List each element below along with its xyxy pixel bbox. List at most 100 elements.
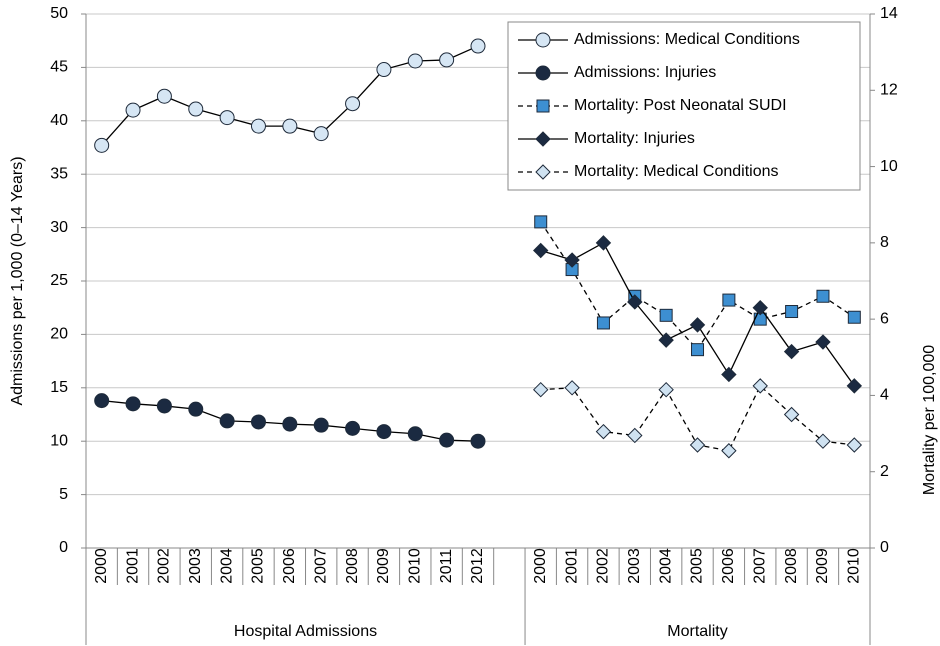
marker bbox=[595, 235, 612, 251]
marker bbox=[595, 423, 612, 440]
y-tick-label: 45 bbox=[50, 59, 68, 76]
marker bbox=[564, 252, 580, 268]
marker bbox=[721, 443, 737, 459]
y2-tick-label: 10 bbox=[880, 158, 898, 175]
y2-tick-label: 4 bbox=[880, 387, 889, 404]
x-tick-label: 2006 bbox=[720, 548, 737, 584]
y-tick-label: 5 bbox=[59, 486, 68, 503]
y2-tick-label: 0 bbox=[880, 539, 889, 556]
marker bbox=[345, 420, 361, 436]
x-tick-label: 2001 bbox=[124, 548, 141, 584]
x-tick-label: 2007 bbox=[312, 548, 329, 584]
marker bbox=[250, 414, 266, 430]
x-tick-label: 2012 bbox=[469, 548, 486, 584]
y2-tick-label: 2 bbox=[880, 463, 889, 480]
marker bbox=[533, 381, 549, 398]
marker bbox=[536, 99, 550, 113]
marker bbox=[156, 88, 172, 104]
marker bbox=[535, 65, 551, 81]
x-tick-label: 2001 bbox=[563, 548, 580, 584]
marker bbox=[627, 427, 643, 444]
marker bbox=[125, 102, 141, 118]
marker bbox=[94, 393, 110, 409]
marker bbox=[439, 52, 455, 68]
marker bbox=[535, 32, 551, 48]
x-tick-label: 2004 bbox=[657, 548, 674, 584]
group-label: Hospital Admissions bbox=[234, 623, 377, 640]
y2-tick-label: 12 bbox=[880, 82, 898, 99]
x-tick-label: 2010 bbox=[846, 548, 863, 584]
marker bbox=[535, 131, 551, 147]
marker bbox=[313, 417, 329, 433]
x-tick-label: 2002 bbox=[595, 548, 612, 584]
x-tick-label: 2009 bbox=[375, 548, 392, 584]
marker bbox=[407, 53, 423, 69]
marker bbox=[407, 426, 423, 442]
marker bbox=[564, 380, 580, 396]
marker bbox=[282, 416, 298, 432]
x-tick-label: 2005 bbox=[689, 548, 706, 584]
marker bbox=[94, 137, 110, 153]
y-tick-label: 0 bbox=[59, 539, 68, 556]
marker bbox=[785, 305, 799, 319]
x-tick-label: 2010 bbox=[406, 548, 423, 584]
marker bbox=[439, 432, 455, 448]
marker bbox=[815, 433, 831, 449]
marker bbox=[783, 343, 800, 360]
y-tick-label: 10 bbox=[50, 432, 68, 449]
y-tick-label: 35 bbox=[50, 165, 68, 182]
marker bbox=[627, 294, 643, 310]
y-tick-label: 30 bbox=[50, 219, 68, 236]
y-axis-title: Admissions per 1,000 (0–14 Years) bbox=[9, 156, 26, 405]
series-line bbox=[540, 241, 855, 387]
marker bbox=[156, 398, 172, 414]
x-tick-label: 2002 bbox=[156, 548, 173, 584]
y-tick-label: 50 bbox=[50, 5, 68, 22]
x-tick-label: 2003 bbox=[187, 548, 204, 584]
marker bbox=[691, 343, 705, 357]
y-tick-label: 25 bbox=[50, 272, 68, 289]
marker bbox=[846, 378, 863, 394]
x-tick-label: 2007 bbox=[751, 548, 768, 584]
marker bbox=[376, 424, 392, 440]
marker bbox=[470, 38, 486, 54]
y-tick-label: 40 bbox=[50, 112, 68, 129]
marker bbox=[816, 289, 830, 303]
marker bbox=[282, 118, 298, 134]
marker bbox=[721, 366, 737, 383]
marker bbox=[188, 401, 204, 417]
marker bbox=[596, 316, 610, 330]
x-tick-label: 2000 bbox=[93, 548, 110, 584]
x-tick-label: 2009 bbox=[814, 548, 831, 584]
marker bbox=[250, 118, 266, 134]
x-tick-label: 2008 bbox=[783, 548, 800, 584]
marker bbox=[345, 96, 361, 112]
x-tick-label: 2006 bbox=[281, 548, 298, 584]
y2-tick-label: 14 bbox=[880, 5, 898, 22]
marker bbox=[219, 413, 235, 429]
marker bbox=[313, 126, 329, 142]
y-tick-label: 20 bbox=[50, 326, 68, 343]
marker bbox=[534, 215, 548, 229]
marker bbox=[658, 381, 674, 398]
marker bbox=[815, 334, 831, 350]
marker bbox=[846, 437, 863, 453]
marker bbox=[783, 406, 800, 423]
y2-tick-label: 6 bbox=[880, 310, 889, 327]
group-label: Mortality bbox=[667, 623, 727, 640]
x-tick-label: 2004 bbox=[218, 548, 235, 584]
y2-axis-title: Mortality per 100,000 bbox=[921, 345, 938, 495]
x-tick-label: 2000 bbox=[532, 548, 549, 584]
x-tick-label: 2008 bbox=[344, 548, 361, 584]
marker bbox=[219, 110, 235, 126]
marker bbox=[659, 308, 673, 322]
marker bbox=[658, 332, 674, 348]
x-tick-label: 2003 bbox=[626, 548, 643, 584]
legend-label: Mortality: Injuries bbox=[574, 130, 695, 147]
x-tick-label: 2005 bbox=[250, 548, 267, 584]
y-tick-label: 15 bbox=[50, 379, 68, 396]
marker bbox=[722, 293, 736, 307]
marker bbox=[470, 433, 486, 449]
legend-label: Mortality: Post Neonatal SUDI bbox=[574, 97, 787, 114]
